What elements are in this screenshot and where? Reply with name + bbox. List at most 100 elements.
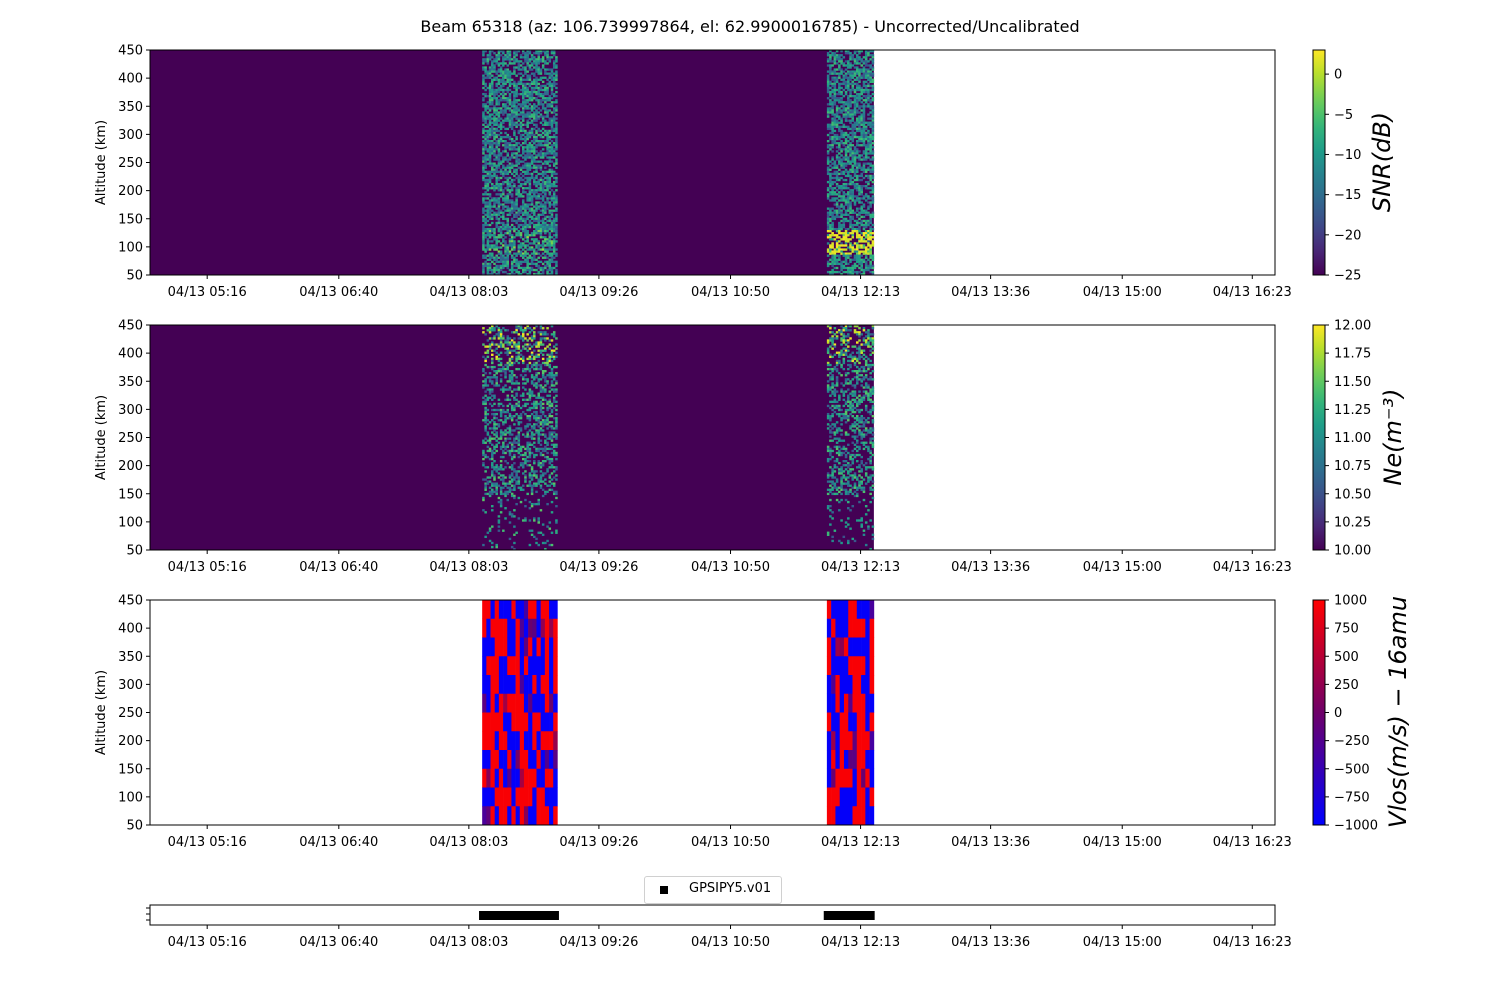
heatmap-cell	[864, 146, 868, 149]
heatmap-cell	[508, 433, 512, 436]
heatmap-cell	[552, 60, 556, 63]
heatmap-cell	[504, 223, 507, 227]
heatmap-cell	[833, 180, 837, 184]
heatmap-cell	[862, 240, 866, 243]
heatmap-cell	[528, 221, 532, 225]
heatmap-cell	[491, 437, 494, 440]
heatmap-cell	[853, 74, 857, 77]
heatmap-cell	[550, 195, 554, 198]
heatmap-cell	[855, 254, 859, 257]
heatmap-cell	[533, 242, 536, 245]
heatmap-cell	[855, 272, 859, 276]
heatmap-cell	[504, 76, 507, 79]
heatmap-cell	[526, 178, 529, 182]
heatmap-cell	[510, 357, 514, 361]
heatmap-cell	[842, 172, 846, 176]
heatmap-cell	[842, 199, 846, 202]
heatmap-cell	[826, 219, 830, 223]
heatmap-cell	[833, 254, 837, 257]
heatmap-cell	[867, 52, 870, 55]
heatmap-cell	[847, 213, 850, 216]
heatmap-cell	[860, 264, 863, 268]
heatmap-cell	[493, 268, 496, 272]
heatmap-cell	[541, 268, 545, 272]
heatmap-cell	[491, 82, 494, 86]
heatmap-cell	[842, 193, 846, 196]
heatmap-cell	[851, 154, 855, 157]
heatmap-cell	[550, 56, 554, 59]
heatmap-cell	[488, 86, 492, 90]
heatmap-cell	[502, 60, 505, 63]
heatmap-cell	[849, 189, 852, 192]
heatmap-cell	[504, 339, 507, 342]
heatmap-cell	[482, 384, 485, 387]
heatmap-cell	[508, 361, 512, 365]
heatmap-cell	[548, 258, 552, 261]
heatmap-cell	[844, 125, 848, 129]
heatmap-cell	[539, 230, 543, 233]
heatmap-cell	[517, 50, 521, 53]
heatmap-cell	[521, 189, 525, 192]
heatmap-cell	[530, 252, 534, 255]
heatmap-cell	[533, 402, 536, 406]
heatmap-cell	[544, 209, 547, 212]
heatmap-cell	[508, 60, 512, 63]
heatmap-cell	[528, 99, 532, 102]
heatmap-cell	[526, 445, 529, 449]
heatmap-cell	[499, 264, 503, 268]
heatmap-cell	[488, 390, 492, 393]
heatmap-cell	[482, 129, 485, 133]
heatmap-cell	[491, 113, 494, 116]
heatmap-cell	[506, 199, 510, 202]
heatmap-cell	[515, 449, 518, 453]
heatmap-cell	[521, 170, 525, 174]
heatmap-cell	[831, 131, 834, 135]
heatmap-cell	[864, 240, 868, 243]
heatmap-cell	[484, 234, 487, 237]
y-axis-label: Altitude (km)	[94, 120, 109, 205]
heatmap-cell	[510, 164, 514, 167]
heatmap-cell	[497, 370, 501, 373]
heatmap-cell	[847, 240, 850, 243]
heatmap-cell	[535, 115, 538, 118]
heatmap-cell	[504, 225, 507, 229]
heatmap-cell	[535, 58, 538, 61]
heatmap-cell	[539, 272, 543, 276]
heatmap-cell	[502, 203, 505, 206]
heatmap-cell	[840, 185, 843, 188]
heatmap-cell	[495, 242, 498, 245]
heatmap-cell	[517, 427, 521, 430]
heatmap-cell	[495, 223, 498, 227]
heatmap-cell	[491, 254, 494, 257]
heatmap-cell	[552, 223, 556, 227]
heatmap-cell	[488, 252, 492, 255]
heatmap-cell	[548, 203, 552, 206]
heatmap-cell	[533, 150, 536, 153]
heatmap-cell	[869, 58, 872, 61]
heatmap-cell	[528, 443, 532, 446]
heatmap-cell	[491, 205, 494, 208]
heatmap-cell	[869, 174, 872, 178]
heatmap-cell	[871, 50, 875, 53]
heatmap-cell	[510, 404, 514, 408]
heatmap-cell	[842, 187, 846, 190]
heatmap-cell	[486, 384, 490, 387]
heatmap-cell	[504, 507, 507, 510]
heatmap-cell	[826, 64, 830, 67]
heatmap-cell	[851, 84, 855, 88]
heatmap-cell	[486, 388, 490, 391]
heatmap-cell	[546, 121, 549, 124]
heatmap-cell	[519, 78, 523, 81]
heatmap-cell	[508, 244, 512, 247]
heatmap-cell	[537, 101, 540, 104]
heatmap-cell	[495, 246, 498, 249]
heatmap-cell	[864, 193, 868, 196]
heatmap-cell	[853, 262, 857, 266]
heatmap-cell	[853, 154, 857, 157]
heatmap-cell	[851, 264, 855, 268]
heatmap-cell	[537, 178, 540, 182]
heatmap-cell	[497, 88, 501, 92]
heatmap-cell	[539, 254, 543, 257]
heatmap-cell	[521, 357, 525, 361]
heatmap-cell	[552, 170, 556, 174]
